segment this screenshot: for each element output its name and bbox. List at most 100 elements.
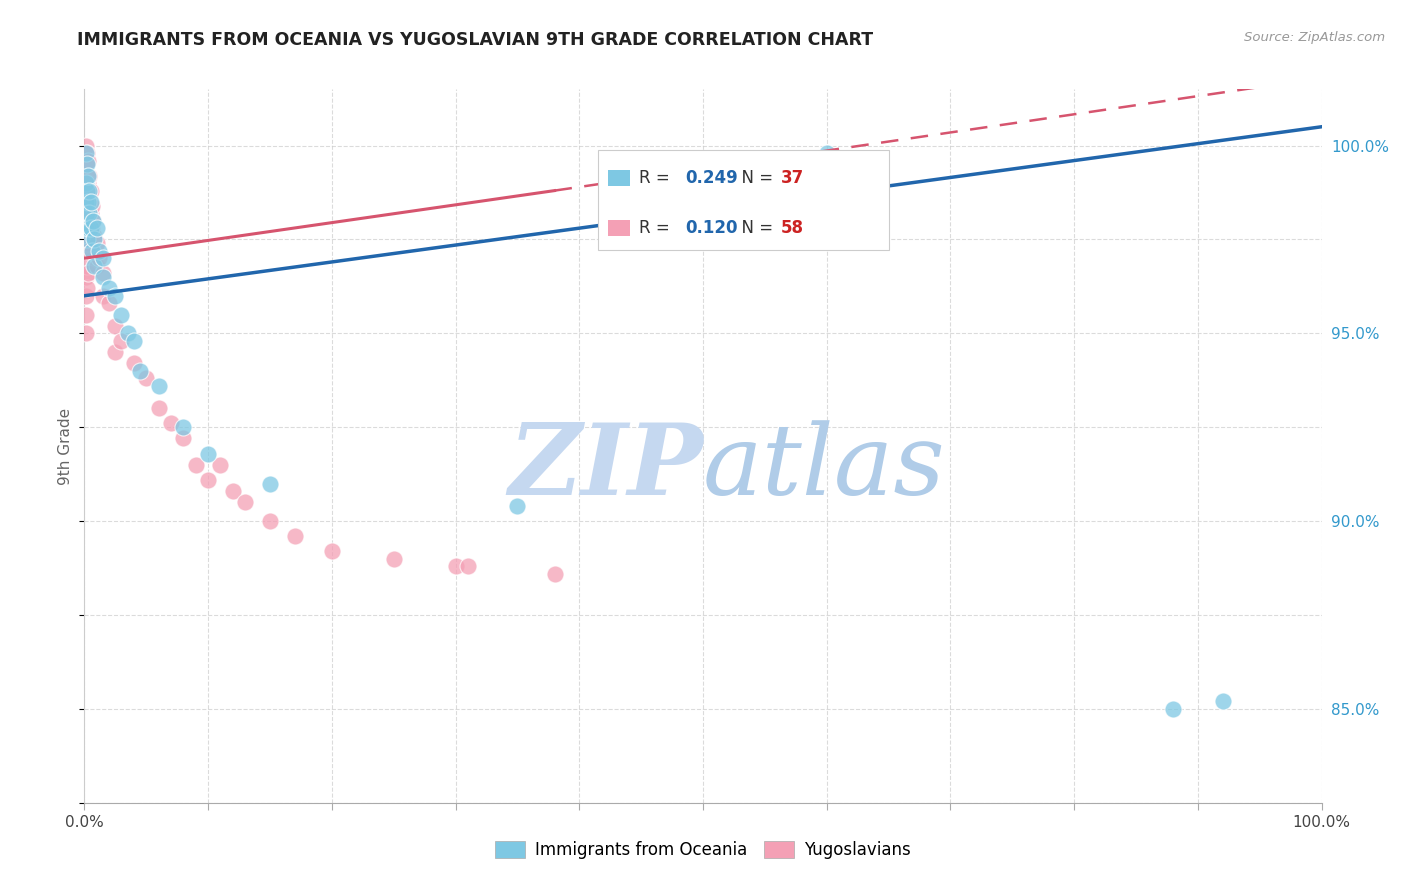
Point — [75, 244, 97, 258]
FancyBboxPatch shape — [598, 150, 889, 250]
Point — [76, 281, 98, 295]
Point — [79, 194, 101, 209]
Point — [83, 259, 105, 273]
Point — [1212, 694, 1234, 708]
Point — [104, 289, 127, 303]
Point — [79, 169, 101, 183]
Point — [86, 236, 108, 251]
Point — [122, 356, 145, 370]
Point — [506, 499, 529, 513]
Point — [89, 251, 111, 265]
Point — [76, 184, 98, 198]
Text: ZIP: ZIP — [508, 419, 703, 516]
Text: N =: N = — [731, 169, 779, 186]
Point — [79, 218, 101, 232]
Point — [76, 232, 98, 246]
Point — [160, 417, 183, 431]
Point — [815, 146, 838, 161]
Point — [75, 289, 97, 303]
Point — [75, 138, 97, 153]
Point — [75, 176, 97, 190]
Point — [321, 544, 343, 558]
Point — [75, 221, 97, 235]
Point — [76, 157, 98, 171]
Point — [77, 153, 100, 168]
Y-axis label: 9th Grade: 9th Grade — [58, 408, 73, 484]
Text: Source: ZipAtlas.com: Source: ZipAtlas.com — [1244, 31, 1385, 45]
Legend: Immigrants from Oceania, Yugoslavians: Immigrants from Oceania, Yugoslavians — [488, 834, 918, 866]
Point — [75, 199, 97, 213]
Point — [83, 232, 105, 246]
Text: 0.249: 0.249 — [686, 169, 738, 186]
Text: 58: 58 — [780, 219, 804, 236]
Point — [76, 213, 98, 227]
Point — [75, 157, 97, 171]
Text: R =: R = — [638, 169, 675, 186]
Point — [80, 244, 103, 258]
Point — [135, 371, 157, 385]
Point — [75, 194, 97, 209]
Point — [77, 199, 100, 213]
Point — [75, 270, 97, 285]
Point — [110, 308, 132, 322]
Point — [444, 559, 467, 574]
Point — [110, 334, 132, 348]
Point — [77, 266, 100, 280]
Point — [76, 191, 98, 205]
Point — [148, 401, 170, 416]
Point — [76, 146, 98, 161]
Point — [98, 296, 121, 310]
Point — [77, 194, 100, 209]
Point — [77, 221, 100, 235]
Point — [197, 446, 219, 460]
Point — [79, 221, 101, 235]
Point — [122, 334, 145, 348]
Point — [77, 176, 100, 190]
Point — [79, 206, 101, 220]
Point — [80, 199, 103, 213]
Text: 0.120: 0.120 — [686, 219, 738, 236]
Point — [104, 345, 127, 359]
Point — [457, 559, 479, 574]
Point — [77, 169, 100, 183]
Point — [76, 206, 98, 220]
Point — [82, 213, 104, 227]
Point — [86, 259, 108, 273]
Point — [172, 420, 194, 434]
Point — [79, 184, 101, 198]
Point — [91, 251, 114, 265]
Point — [91, 270, 114, 285]
Point — [117, 326, 139, 341]
Point — [77, 221, 100, 235]
Point — [197, 473, 219, 487]
Point — [91, 266, 114, 280]
Text: atlas: atlas — [703, 420, 946, 515]
Point — [209, 458, 232, 472]
Point — [86, 221, 108, 235]
Point — [172, 432, 194, 446]
Point — [82, 213, 104, 227]
Point — [75, 176, 97, 190]
Point — [79, 191, 101, 205]
Point — [382, 551, 405, 566]
Point — [76, 259, 98, 273]
Point — [75, 221, 97, 235]
Point — [76, 236, 98, 251]
Text: N =: N = — [731, 219, 779, 236]
Bar — [607, 220, 630, 235]
Text: R =: R = — [638, 219, 675, 236]
Point — [222, 484, 245, 499]
Point — [75, 326, 97, 341]
Point — [75, 146, 97, 161]
Point — [543, 566, 565, 581]
Text: IMMIGRANTS FROM OCEANIA VS YUGOSLAVIAN 9TH GRADE CORRELATION CHART: IMMIGRANTS FROM OCEANIA VS YUGOSLAVIAN 9… — [77, 31, 873, 49]
Point — [75, 308, 97, 322]
Point — [98, 281, 121, 295]
Point — [259, 514, 281, 528]
Text: 37: 37 — [780, 169, 804, 186]
Point — [284, 529, 307, 543]
Point — [1161, 702, 1184, 716]
Bar — [607, 170, 630, 186]
Point — [91, 289, 114, 303]
Point — [259, 476, 281, 491]
